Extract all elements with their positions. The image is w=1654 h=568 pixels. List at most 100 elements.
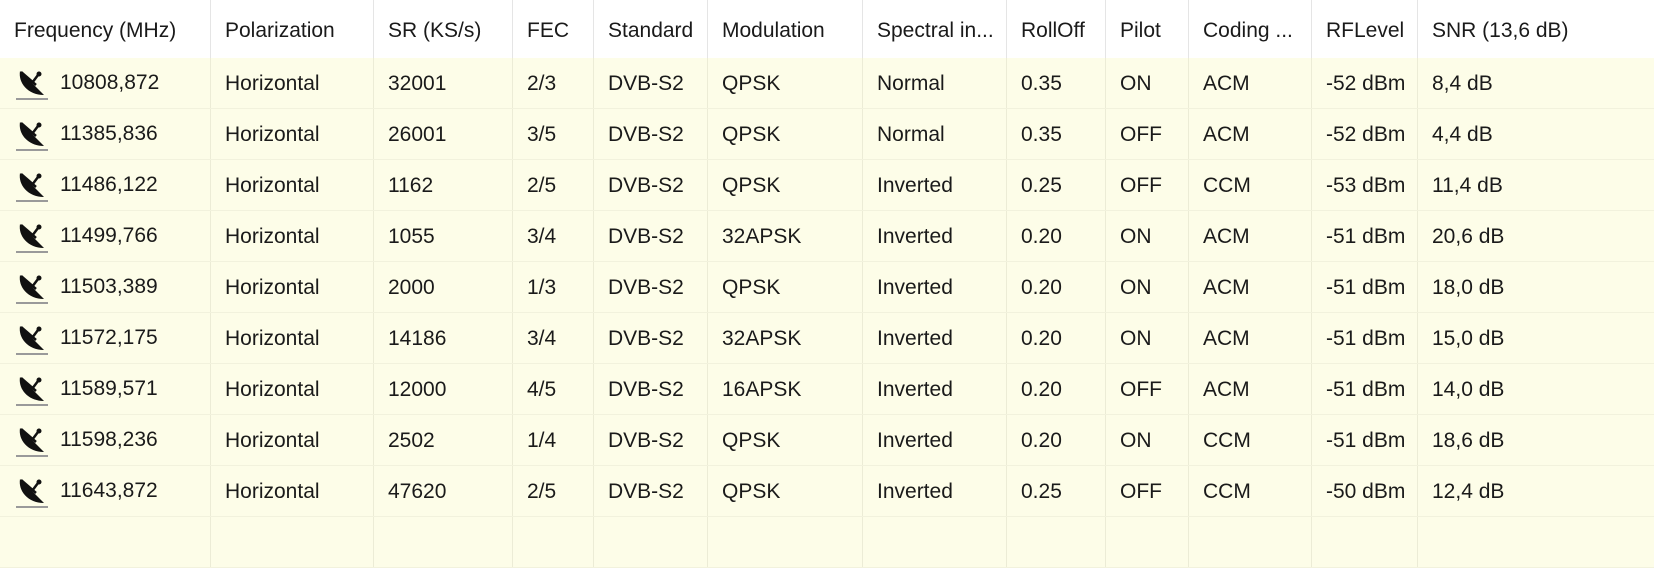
cell-coding: ACM bbox=[1189, 109, 1312, 159]
frequency-value: 11486,122 bbox=[60, 173, 158, 196]
frequency-value: 10808,872 bbox=[60, 71, 160, 94]
cell-frequency: 11385,836 bbox=[0, 109, 211, 159]
cell-polarization: Horizontal bbox=[211, 160, 374, 210]
table-row[interactable]: 11385,836 Horizontal 26001 3/5 DVB-S2 QPSK Nor… bbox=[0, 109, 1654, 160]
cell-spectral-inversion: Inverted bbox=[863, 466, 1007, 516]
cell-frequency: 10808,872 bbox=[0, 58, 211, 108]
cell-polarization: Horizontal bbox=[211, 109, 374, 159]
cell-frequency: 11572,175 bbox=[0, 313, 211, 363]
cell-pilot: ON bbox=[1106, 415, 1189, 465]
satellite-dish-icon bbox=[14, 320, 50, 356]
column-header-rflevel[interactable]: RFLevel bbox=[1312, 0, 1418, 58]
empty-cell bbox=[1189, 517, 1312, 567]
column-header-rolloff[interactable]: RollOff bbox=[1007, 0, 1106, 58]
column-header-coding[interactable]: Coding ... bbox=[1189, 0, 1312, 58]
cell-rflevel: -51 dBm bbox=[1312, 313, 1418, 363]
frequency-value: 11598,236 bbox=[60, 428, 158, 451]
cell-modulation: 32APSK bbox=[708, 211, 863, 261]
cell-rolloff: 0.20 bbox=[1007, 313, 1106, 363]
cell-rflevel: -51 dBm bbox=[1312, 364, 1418, 414]
column-header-polarization[interactable]: Polarization bbox=[211, 0, 374, 58]
frequency-value: 11385,836 bbox=[60, 122, 158, 145]
cell-fec: 1/3 bbox=[513, 262, 594, 312]
cell-coding: CCM bbox=[1189, 160, 1312, 210]
cell-pilot: ON bbox=[1106, 313, 1189, 363]
cell-symbol-rate: 2000 bbox=[374, 262, 513, 312]
cell-modulation: 32APSK bbox=[708, 313, 863, 363]
empty-cell bbox=[863, 517, 1007, 567]
cell-standard: DVB-S2 bbox=[594, 364, 708, 414]
table-row[interactable]: 11503,389 Horizontal 2000 1/3 DVB-S2 QPSK Inve… bbox=[0, 262, 1654, 313]
cell-coding: ACM bbox=[1189, 364, 1312, 414]
cell-fec: 2/3 bbox=[513, 58, 594, 108]
cell-frequency: 11589,571 bbox=[0, 364, 211, 414]
cell-snr: 15,0 dB bbox=[1432, 327, 1505, 350]
cell-modulation: QPSK bbox=[708, 415, 863, 465]
cell-symbol-rate: 32001 bbox=[374, 58, 513, 108]
frequency-value: 11499,766 bbox=[60, 224, 158, 247]
cell-modulation: QPSK bbox=[708, 466, 863, 516]
cell-rflevel: -52 dBm bbox=[1312, 109, 1418, 159]
table-row[interactable]: 11486,122 Horizontal 1162 2/5 DVB-S2 QPSK Inve… bbox=[0, 160, 1654, 211]
cell-rflevel: -51 dBm bbox=[1312, 262, 1418, 312]
table-row[interactable]: 11598,236 Horizontal 2502 1/4 DVB-S2 QPSK Inve… bbox=[0, 415, 1654, 466]
cell-pilot: ON bbox=[1106, 211, 1189, 261]
cell-standard: DVB-S2 bbox=[594, 466, 708, 516]
column-header-frequency[interactable]: Frequency (MHz) bbox=[0, 0, 211, 58]
table-row[interactable]: 11499,766 Horizontal 1055 3/4 DVB-S2 32APSK In… bbox=[0, 211, 1654, 262]
cell-rflevel: -52 dBm bbox=[1312, 58, 1418, 108]
cell-spectral-inversion: Inverted bbox=[863, 313, 1007, 363]
cell-symbol-rate: 2502 bbox=[374, 415, 513, 465]
cell-coding: ACM bbox=[1189, 58, 1312, 108]
empty-cell bbox=[1312, 517, 1418, 567]
table-body: 10808,872 Horizontal 32001 2/3 DVB-S2 QPSK Nor… bbox=[0, 58, 1654, 568]
cell-modulation: QPSK bbox=[708, 262, 863, 312]
frequency-value: 11643,872 bbox=[60, 479, 158, 502]
cell-frequency: 11486,122 bbox=[0, 160, 211, 210]
cell-rolloff: 0.20 bbox=[1007, 364, 1106, 414]
cell-rflevel: -53 dBm bbox=[1312, 160, 1418, 210]
cell-spectral-inversion: Inverted bbox=[863, 415, 1007, 465]
cell-fec: 3/4 bbox=[513, 211, 594, 261]
satellite-dish-icon bbox=[14, 65, 50, 101]
table-row[interactable]: 11643,872 Horizontal 47620 2/5 DVB-S2 QPSK Inv… bbox=[0, 466, 1654, 517]
empty-cell bbox=[1106, 517, 1189, 567]
cell-pilot: OFF bbox=[1106, 364, 1189, 414]
cell-pilot: OFF bbox=[1106, 160, 1189, 210]
cell-standard: DVB-S2 bbox=[594, 262, 708, 312]
cell-standard: DVB-S2 bbox=[594, 415, 708, 465]
column-header-standard[interactable]: Standard bbox=[594, 0, 708, 58]
cell-frequency: 11598,236 bbox=[0, 415, 211, 465]
column-header-snr[interactable]: SNR (13,6 dB) bbox=[1432, 19, 1569, 42]
empty-row bbox=[0, 517, 1654, 568]
empty-cell bbox=[211, 517, 374, 567]
cell-coding: ACM bbox=[1189, 262, 1312, 312]
column-header-spectral-inversion[interactable]: Spectral in... bbox=[863, 0, 1007, 58]
cell-frequency: 11503,389 bbox=[0, 262, 211, 312]
satellite-dish-icon bbox=[14, 167, 50, 203]
cell-spectral-inversion: Inverted bbox=[863, 364, 1007, 414]
column-header-symbol-rate[interactable]: SR (KS/s) bbox=[374, 0, 513, 58]
cell-snr: 4,4 dB bbox=[1432, 123, 1493, 146]
cell-snr: 18,6 dB bbox=[1432, 429, 1505, 452]
cell-polarization: Horizontal bbox=[211, 211, 374, 261]
cell-polarization: Horizontal bbox=[211, 58, 374, 108]
cell-fec: 3/4 bbox=[513, 313, 594, 363]
cell-rolloff: 0.25 bbox=[1007, 160, 1106, 210]
cell-standard: DVB-S2 bbox=[594, 160, 708, 210]
column-header-modulation[interactable]: Modulation bbox=[708, 0, 863, 58]
cell-polarization: Horizontal bbox=[211, 262, 374, 312]
table-row[interactable]: 11589,571 Horizontal 12000 4/5 DVB-S2 16APSK I… bbox=[0, 364, 1654, 415]
table-row[interactable]: 11572,175 Horizontal 14186 3/4 DVB-S2 32APSK I… bbox=[0, 313, 1654, 364]
satellite-dish-icon bbox=[14, 269, 50, 305]
cell-fec: 2/5 bbox=[513, 466, 594, 516]
table-row[interactable]: 10808,872 Horizontal 32001 2/3 DVB-S2 QPSK Nor… bbox=[0, 58, 1654, 109]
satellite-dish-icon bbox=[14, 218, 50, 254]
column-header-fec[interactable]: FEC bbox=[513, 0, 594, 58]
cell-snr: 14,0 dB bbox=[1432, 378, 1505, 401]
empty-cell bbox=[0, 517, 211, 567]
satellite-dish-icon bbox=[14, 116, 50, 152]
cell-polarization: Horizontal bbox=[211, 364, 374, 414]
cell-symbol-rate: 12000 bbox=[374, 364, 513, 414]
column-header-pilot[interactable]: Pilot bbox=[1106, 0, 1189, 58]
